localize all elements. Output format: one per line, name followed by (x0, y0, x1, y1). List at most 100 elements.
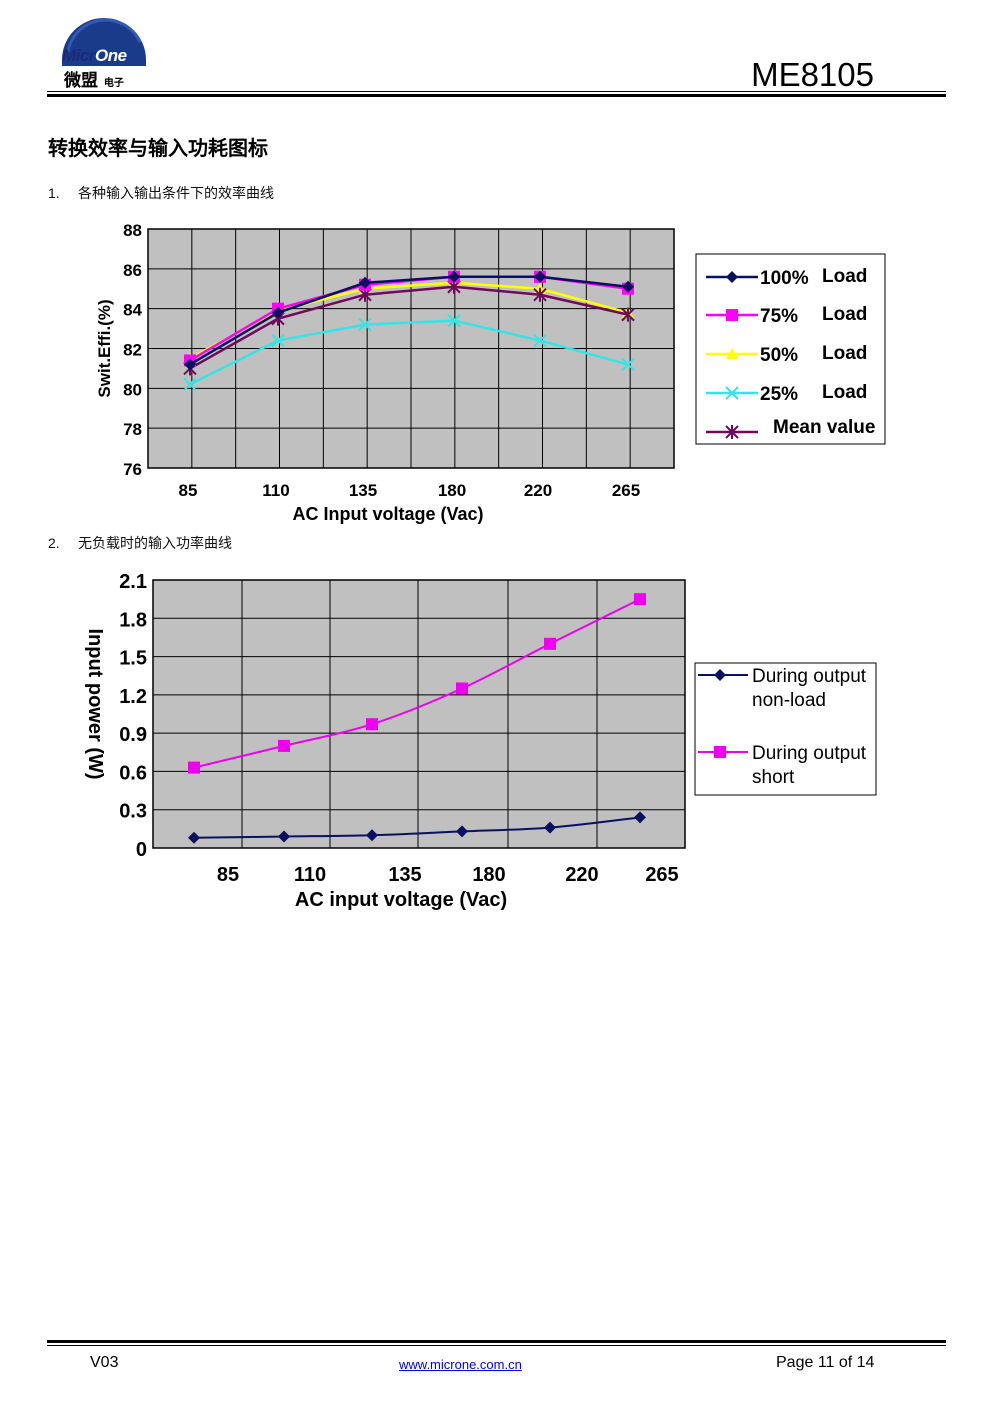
legend-label-suffix: Load (822, 343, 867, 364)
footer-website-link[interactable]: www.microne.com.cn (399, 1357, 522, 1372)
y-tick-label: 80 (123, 380, 142, 399)
x-tick-label: 220 (565, 864, 598, 886)
header-rule-thin (47, 91, 946, 92)
data-point (188, 761, 200, 774)
legend-label: Mean value (773, 417, 875, 438)
series-line (193, 816, 641, 839)
legend-label-line2: short (752, 767, 795, 788)
data-point (456, 682, 468, 695)
data-point (534, 270, 546, 283)
y-axis-label: Input power (W) (84, 628, 106, 779)
y-tick-label: 78 (123, 420, 142, 439)
y-tick-label: 1.8 (119, 609, 147, 631)
data-point (448, 270, 460, 283)
legend-label: During output (752, 743, 867, 764)
data-point (533, 333, 547, 348)
header-rule-thick (47, 94, 946, 97)
data-point (278, 739, 290, 752)
item-number: 1. (48, 185, 60, 201)
x-tick-label: 110 (262, 481, 289, 500)
series-1 (188, 593, 646, 774)
item-text: 各种输入输出条件下的效率曲线 (78, 186, 274, 202)
legend-label-suffix: Load (822, 266, 867, 287)
data-point (634, 811, 646, 824)
data-point (621, 357, 635, 372)
y-tick-label: 84 (123, 301, 142, 320)
y-tick-label: 86 (123, 261, 142, 280)
series-3 (183, 313, 635, 392)
item-text: 无负载时的输入功率曲线 (78, 536, 232, 552)
y-tick-label: 0 (136, 839, 147, 861)
footer-rule-thick (47, 1340, 946, 1343)
legend-marker (726, 348, 738, 359)
legend-label: 75% (760, 306, 798, 327)
x-tick-label: 85 (179, 481, 198, 500)
legend-label-suffix: Load (822, 382, 867, 403)
section-title: 转换效率与输入功耗图标 (48, 136, 268, 160)
footer-version: V03 (90, 1354, 119, 1371)
legend-label-suffix: Load (822, 304, 867, 325)
logo-chinese: 微盟 电子 (64, 71, 124, 91)
logo-english: MicrOne (62, 46, 127, 65)
y-tick-label: 82 (123, 341, 142, 360)
legend: During output non-load During output short (694, 662, 877, 796)
x-axis-label: AC input voltage (Vac) (295, 889, 507, 911)
data-point (544, 637, 556, 650)
series-line (189, 275, 629, 366)
legend-box (694, 662, 877, 796)
x-axis-label: AC Input voltage (Vac) (292, 504, 483, 524)
series-line (193, 598, 641, 769)
list-item-2: 2. 无负载时的输入功率曲线 (48, 533, 232, 553)
microne-logo: MicrOne 微盟 电子 (58, 12, 148, 91)
data-point (278, 830, 290, 843)
series-0 (184, 270, 634, 371)
y-tick-label: 88 (123, 221, 142, 240)
x-tick-label: 180 (472, 864, 505, 886)
data-point (358, 317, 372, 332)
plot-area (152, 579, 686, 849)
data-point (634, 593, 646, 606)
x-tick-label: 85 (217, 864, 239, 886)
legend-label: 100% (760, 268, 809, 289)
x-tick-label: 135 (349, 481, 377, 500)
legend: 100% Load 75% Load 50% Load 25% Load Mean value (695, 253, 886, 445)
x-tick-label: 265 (612, 481, 640, 500)
series-line (189, 285, 629, 370)
legend-label: During output (752, 666, 867, 687)
data-point (533, 287, 547, 302)
data-point (188, 831, 200, 844)
list-item-1: 1. 各种输入输出条件下的效率曲线 (48, 183, 274, 203)
x-tick-label: 135 (388, 864, 421, 886)
legend-label-line2: non-load (752, 690, 826, 711)
series-0 (188, 811, 646, 844)
legend-label: 50% (760, 345, 798, 366)
legend-marker (714, 669, 726, 681)
data-point (366, 829, 378, 842)
legend-marker (725, 425, 739, 439)
footer-page-number: Page 11 of 14 (776, 1354, 875, 1371)
series-line (189, 319, 629, 386)
item-number: 2. (48, 535, 60, 551)
data-point (184, 358, 196, 371)
y-tick-label: 1.5 (119, 648, 147, 670)
efficiency-chart: 88 86 84 82 80 78 76 85 110 135 180 220 265 AC Input … (95, 221, 886, 524)
y-tick-label: 2.1 (119, 571, 147, 593)
input-power-chart: 2.1 1.8 1.5 1.2 0.9 0.6 0.3 0 85 110 135 180 220 265 A… (84, 571, 877, 911)
x-tick-label: 220 (524, 481, 552, 500)
footer-rule-thin (47, 1345, 946, 1346)
x-tick-label: 265 (645, 864, 678, 886)
document-id: ME8105 (751, 56, 874, 93)
legend-marker (726, 309, 738, 321)
legend-marker (726, 271, 738, 283)
data-point (359, 276, 371, 289)
y-tick-label: 0.6 (119, 762, 147, 784)
data-point (456, 825, 468, 838)
data-point (447, 313, 461, 328)
data-point (544, 821, 556, 834)
y-tick-label: 1.2 (119, 686, 147, 708)
legend-label: 25% (760, 384, 798, 405)
y-tick-label: 0.9 (119, 724, 147, 746)
x-tick-label: 110 (294, 864, 326, 886)
data-point (272, 306, 284, 319)
data-point (183, 377, 197, 392)
